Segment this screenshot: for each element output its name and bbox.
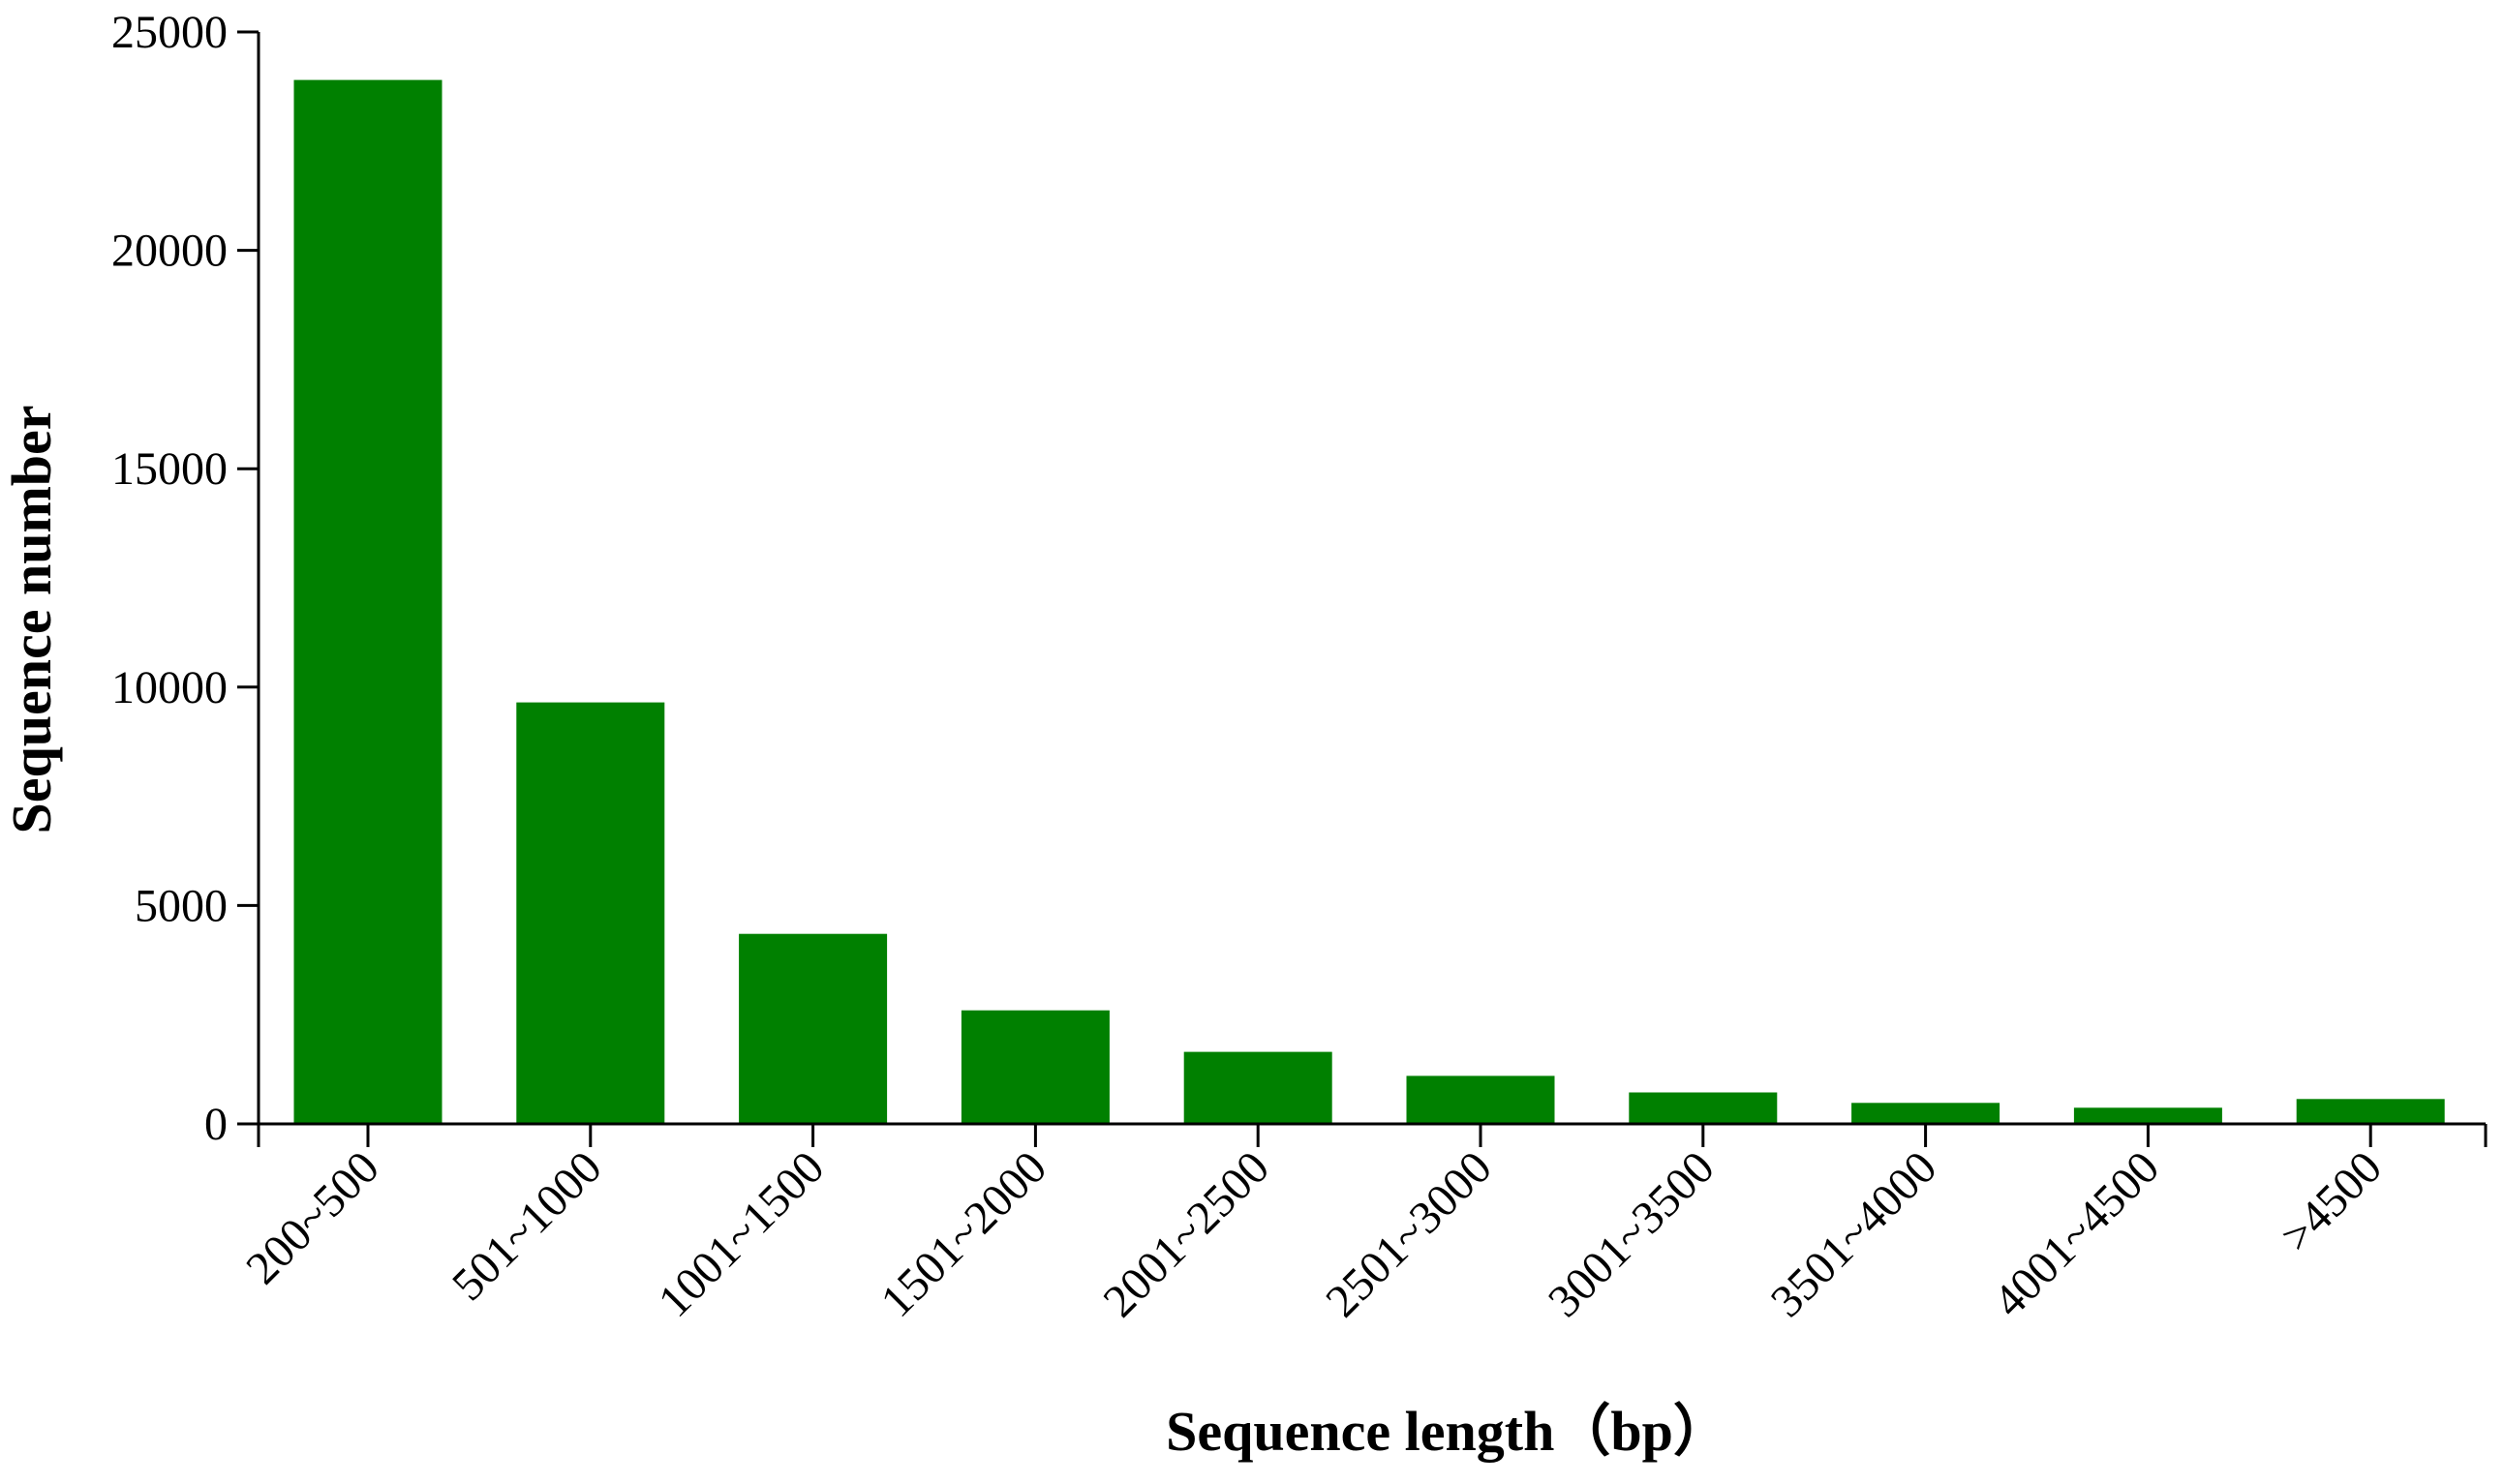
x-tick-label-2: 501~1000 xyxy=(443,1141,612,1311)
bar-10 xyxy=(2296,1099,2445,1124)
x-ticks-group: 200~500 501~1000 1001~1500 1501~2000 2001~25… xyxy=(236,1124,2392,1327)
x-tick-label-8: 3501~4000 xyxy=(1761,1141,1947,1327)
x-tick-label-9: 4001~4500 xyxy=(1984,1141,2170,1327)
bar-8 xyxy=(1851,1103,2000,1124)
bar-5 xyxy=(1183,1051,1332,1124)
y-ticks-group: 0 5000 10000 15000 20000 25000 xyxy=(111,7,259,1150)
y-tick-label-0: 0 xyxy=(204,1099,228,1150)
x-tick-label-10: >4500 xyxy=(2271,1141,2392,1262)
bar-2 xyxy=(516,702,665,1124)
x-tick-label-4: 1501~2000 xyxy=(871,1141,1057,1327)
y-tick-label-15000: 15000 xyxy=(111,443,228,495)
x-tick-label-3: 1001~1500 xyxy=(649,1141,835,1327)
bar-4 xyxy=(961,1010,1110,1124)
axes-group xyxy=(257,32,2488,1147)
bars-group xyxy=(293,79,2445,1125)
x-tick-label-7: 3001~3500 xyxy=(1539,1141,1725,1327)
x-axis-title: Sequence length（bp） xyxy=(1166,1400,1729,1463)
y-tick-label-20000: 20000 xyxy=(111,226,228,277)
bar-7 xyxy=(1629,1092,1778,1124)
y-axis-title: Sequence number xyxy=(0,405,63,833)
bar-1 xyxy=(293,79,443,1125)
bar-9 xyxy=(2073,1107,2222,1124)
x-tick-label-1: 200~500 xyxy=(236,1141,389,1294)
y-tick-label-10000: 10000 xyxy=(111,662,228,713)
bar-3 xyxy=(739,933,888,1124)
y-tick-label-25000: 25000 xyxy=(111,7,228,58)
bar-6 xyxy=(1406,1075,1555,1124)
y-tick-label-5000: 5000 xyxy=(135,880,228,931)
x-tick-label-6: 2501~3000 xyxy=(1316,1141,1502,1327)
x-tick-label-5: 2001~2500 xyxy=(1093,1141,1279,1327)
